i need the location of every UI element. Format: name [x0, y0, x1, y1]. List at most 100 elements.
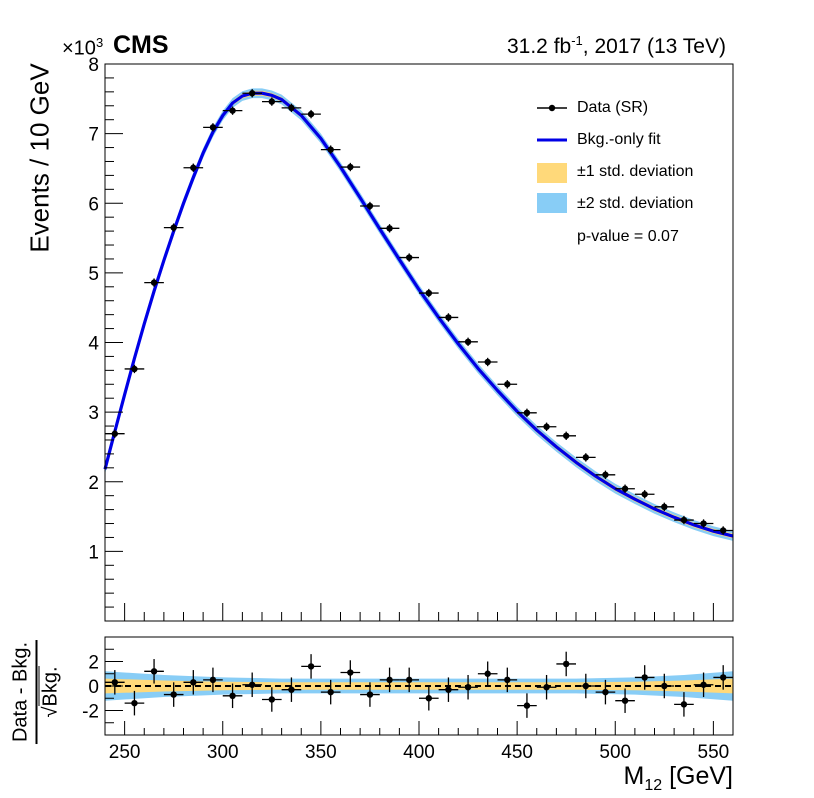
ratio-point [163, 682, 184, 707]
data-point-marker [268, 98, 276, 105]
ratio-axes: -2 0 2 250 300 350 400 450 500 550 [82, 648, 734, 763]
ratio-point-marker [268, 696, 276, 703]
ratio-point-marker [347, 669, 354, 676]
luminosity-label: 31.2 fb-1, 2017 (13 TeV) [506, 33, 726, 58]
ratio-point [615, 688, 635, 713]
p-value-label: p-value = 0.07 [577, 228, 679, 245]
data-point [262, 97, 282, 106]
ratio-point-marker [190, 679, 197, 686]
ratio-point-marker [504, 676, 511, 684]
ratio-point [281, 677, 302, 702]
y-tick-label: 4 [88, 334, 99, 355]
ratio-point-marker [484, 670, 491, 677]
ratio-point-marker [719, 674, 727, 681]
data-point-marker [190, 164, 197, 171]
ratio-point-marker [327, 688, 334, 696]
data-point-marker [425, 289, 433, 297]
y-tick-label: 6 [88, 194, 99, 215]
data-point-marker [131, 365, 138, 373]
data-point-marker [523, 409, 531, 417]
data-point [693, 519, 714, 528]
ratio-point [693, 672, 714, 698]
data-point [674, 515, 694, 525]
ratio-point [360, 682, 380, 707]
data-point-marker [680, 516, 688, 524]
y-tick-label: 7 [88, 125, 99, 146]
legend-band2-swatch [537, 193, 567, 213]
y-scale-exponent: ×103 [62, 35, 104, 60]
ratio-point-marker [366, 691, 374, 698]
y-tick-label: 5 [88, 264, 99, 285]
ratio-point-marker [641, 674, 648, 681]
data-point-marker [386, 225, 393, 232]
legend-fit-label: Bkg.-only fit [577, 131, 661, 148]
data-point-marker [661, 503, 668, 511]
main-band-2sigma [105, 88, 733, 541]
ratio-point [517, 693, 537, 718]
ratio-label-numerator: Data - Bkg. [9, 639, 38, 745]
data-point [536, 422, 557, 431]
data-point-marker [621, 485, 629, 492]
data-point [124, 364, 145, 374]
y-axis-label: Events / 10 GeV [24, 63, 55, 253]
ratio-point-marker [307, 663, 315, 670]
data-point [379, 224, 400, 233]
data-point-marker [543, 423, 550, 430]
data-point [497, 380, 518, 389]
ratio-point [634, 665, 655, 690]
ratio-point [399, 667, 419, 693]
x-tick-label: 400 [403, 742, 435, 763]
x-tick-label: 500 [599, 742, 631, 763]
ratio-point [458, 674, 478, 700]
ratio-point [497, 667, 518, 693]
ratio-point [379, 667, 400, 693]
ratio-point-marker [582, 682, 590, 690]
data-point [615, 484, 635, 493]
ratio-point-marker [150, 668, 158, 675]
ratio-point-marker [405, 676, 413, 684]
main-uncertainty-bands [105, 88, 733, 541]
data-point [576, 453, 596, 462]
ratio-point-marker [680, 701, 688, 708]
data-point [242, 89, 262, 98]
ratio-point [222, 683, 243, 709]
data-point [320, 145, 341, 154]
ratio-point [144, 659, 164, 684]
ratio-point [242, 672, 262, 698]
ratio-point-marker [111, 679, 119, 686]
ratio-point-marker [523, 702, 531, 709]
data-point-marker [504, 381, 511, 388]
data-point [399, 253, 419, 262]
ratio-point [262, 687, 282, 712]
data-point [713, 526, 733, 535]
ratio-point-marker [209, 676, 217, 684]
data-point [654, 502, 675, 511]
ratio-point-marker [602, 688, 609, 696]
ratio-point [556, 651, 576, 677]
legend-band1-swatch [537, 163, 567, 183]
data-point-marker [170, 224, 177, 231]
experiment-label: CMS [113, 31, 169, 59]
x-tick-label: 450 [501, 742, 533, 763]
data-point [183, 163, 204, 172]
data-point [360, 201, 380, 211]
ratio-point-marker [621, 697, 629, 704]
legend [537, 104, 567, 213]
ratio-y-tick-label: -2 [82, 702, 99, 723]
data-point-marker [209, 124, 217, 131]
data-point [144, 278, 164, 287]
ratio-point-marker [131, 699, 138, 707]
data-point-marker [445, 314, 452, 321]
data-point-marker [229, 107, 236, 114]
ratio-point [320, 679, 341, 705]
ratio-point-marker [288, 686, 295, 693]
data-point [556, 431, 576, 440]
ratio-point [301, 654, 321, 679]
ratio-point [477, 661, 498, 686]
legend-band2-label: ±2 std. deviation [577, 195, 694, 212]
data-point-marker [602, 471, 609, 478]
data-point-marker [366, 202, 374, 210]
ratio-point [124, 690, 145, 716]
legend-data-label: Data (SR) [577, 99, 649, 116]
